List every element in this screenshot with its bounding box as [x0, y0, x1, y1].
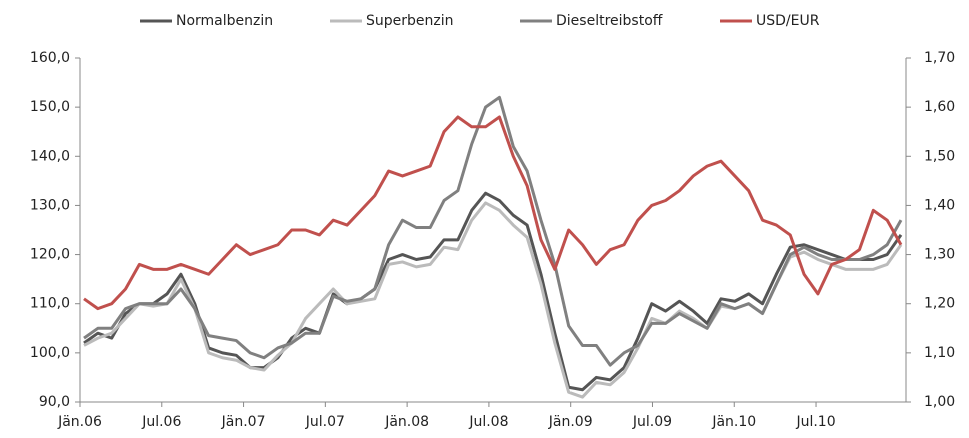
- y2-tick-label: 1,60: [924, 99, 955, 115]
- y2-tick-label: 1,70: [924, 50, 955, 66]
- x-tick-label: Jän.08: [384, 414, 429, 430]
- y2-tick-label: 1,50: [924, 148, 955, 164]
- x-tick-label: Jul.10: [795, 414, 835, 430]
- y-tick-label: 130,0: [30, 197, 70, 213]
- y-tick-label: 100,0: [30, 345, 70, 361]
- x-tick-label: Jul.08: [468, 414, 508, 430]
- y-tick-label: 150,0: [30, 99, 70, 115]
- y2-tick-label: 1,00: [924, 394, 955, 410]
- legend-label: Superbenzin: [366, 13, 454, 29]
- x-tick-label: Jän.10: [711, 414, 756, 430]
- y-tick-label: 160,0: [30, 50, 70, 66]
- y-tick-label: 140,0: [30, 148, 70, 164]
- y-tick-label: 90,0: [39, 394, 70, 410]
- legend-label: USD/EUR: [756, 13, 820, 29]
- legend-label: Normalbenzin: [176, 13, 273, 29]
- legend-label: Dieseltreibstoff: [556, 13, 663, 29]
- series-line: [83, 201, 903, 399]
- y2-tick-label: 1,10: [924, 345, 955, 361]
- x-tick-label: Jän.06: [57, 414, 102, 430]
- y2-tick-label: 1,20: [924, 296, 955, 312]
- x-tick-label: Jul.07: [305, 414, 345, 430]
- series-line: [83, 95, 903, 367]
- y2-tick-label: 1,40: [924, 197, 955, 213]
- x-tick-label: Jän.07: [221, 414, 266, 430]
- series-line: [83, 115, 903, 311]
- x-tick-label: Jul.09: [632, 414, 672, 430]
- y-tick-label: 110,0: [30, 296, 70, 312]
- series-line: [83, 191, 903, 392]
- x-tick-label: Jul.06: [141, 414, 181, 430]
- x-tick-label: Jän.09: [548, 414, 593, 430]
- y-tick-label: 120,0: [30, 247, 70, 263]
- y2-tick-label: 1,30: [924, 247, 955, 263]
